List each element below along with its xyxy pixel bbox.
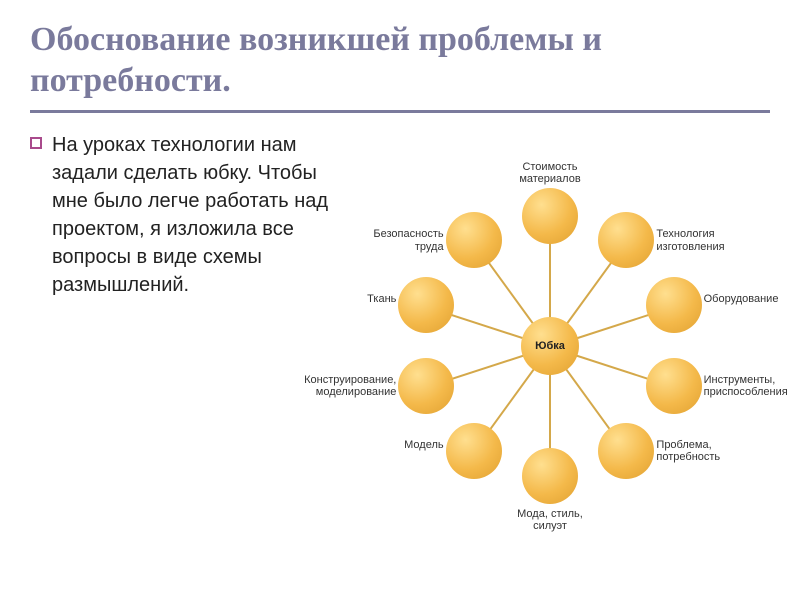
bullet-item: На уроках технологии нам задали сделать … xyxy=(30,131,340,299)
diagram-center-node: Юбка xyxy=(521,317,579,375)
diagram-node-label: Мода, стиль, силуэт xyxy=(505,508,595,532)
slide: Обоснование возникшей проблемы и потребн… xyxy=(0,0,800,600)
content-row: На уроках технологии нам задали сделать … xyxy=(30,131,770,551)
text-column: На уроках технологии нам задали сделать … xyxy=(30,131,340,551)
diagram-node xyxy=(646,358,702,414)
diagram-node xyxy=(646,277,702,333)
diagram-node xyxy=(398,358,454,414)
diagram-node-label: Инструменты, приспособления xyxy=(704,374,800,398)
diagram-node xyxy=(522,188,578,244)
diagram-node xyxy=(398,277,454,333)
title-underline xyxy=(30,110,770,113)
page-title: Обоснование возникшей проблемы и потребн… xyxy=(30,20,770,102)
diagram-node-label: Конструирование, моделирование xyxy=(296,374,396,398)
diagram-node-label: Оборудование xyxy=(704,293,800,305)
radial-diagram: Юбка Стоимость материалов Технология изгот… xyxy=(350,131,770,551)
diagram-node-label: Стоимость материалов xyxy=(505,161,595,185)
diagram-node xyxy=(598,212,654,268)
diagram-node xyxy=(446,212,502,268)
diagram-node xyxy=(446,423,502,479)
diagram-node-label: Безопасность труда xyxy=(344,228,444,252)
diagram-node-label: Технология изготовления xyxy=(656,228,756,252)
diagram-node-label: Проблема, потребность xyxy=(656,439,756,463)
diagram-node xyxy=(522,448,578,504)
bullet-square-icon xyxy=(30,137,42,149)
diagram-node xyxy=(598,423,654,479)
diagram-node-label: Ткань xyxy=(296,293,396,305)
diagram-node-label: Модель xyxy=(344,439,444,451)
body-text: На уроках технологии нам задали сделать … xyxy=(52,131,340,299)
